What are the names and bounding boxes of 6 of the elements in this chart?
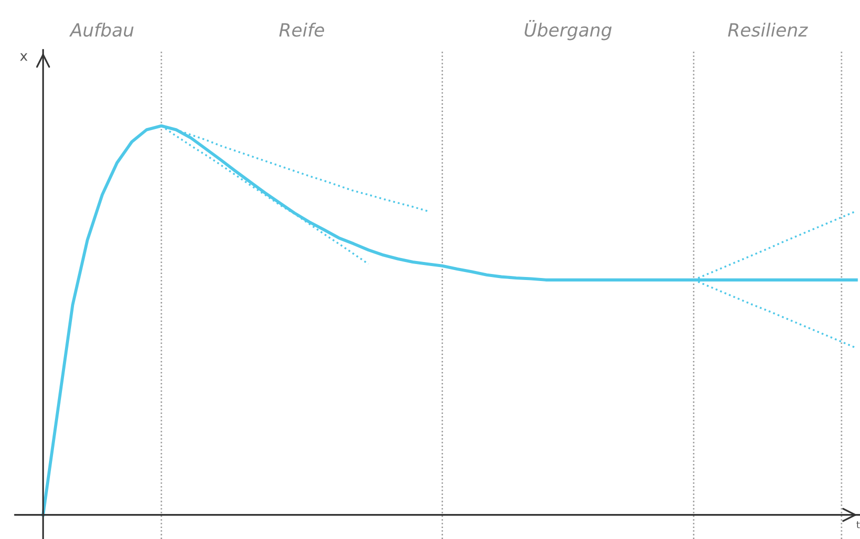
text: Aufbau: [69, 22, 134, 37]
text: Übergang: [524, 20, 612, 40]
x-axis-title: t: [856, 521, 860, 528]
text: Resilienz: [728, 22, 808, 37]
y-axis-title: x: [20, 53, 28, 61]
text: Reife: [279, 22, 324, 37]
